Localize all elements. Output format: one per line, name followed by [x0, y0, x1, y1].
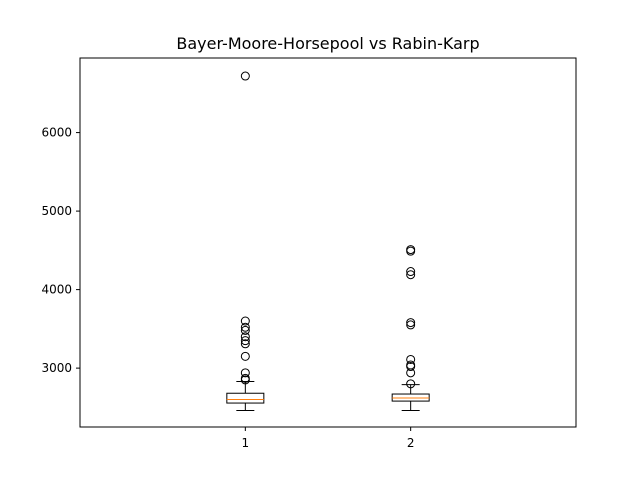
outlier-point: [240, 325, 250, 335]
outlier-point: [406, 360, 416, 370]
outlier-point: [406, 245, 416, 255]
iqr-box: [226, 392, 265, 404]
outlier-point: [240, 351, 250, 361]
outlier-point: [406, 354, 416, 364]
x-tick-label: 2: [407, 436, 415, 450]
outlier-point: [406, 379, 416, 389]
outlier-point: [240, 316, 250, 326]
outlier-point: [240, 336, 250, 346]
y-tick-label: 6000: [41, 126, 72, 140]
outlier-point: [406, 267, 416, 277]
outlier-point: [406, 318, 416, 328]
plot-area-frame: [79, 57, 577, 428]
outlier-point: [240, 71, 250, 81]
outlier-point: [240, 373, 250, 383]
outlier-point: [240, 322, 250, 332]
y-tick-label: 3000: [41, 361, 72, 375]
x-tick-label: 1: [242, 436, 250, 450]
outlier-point: [406, 320, 416, 330]
y-tick-label: 4000: [41, 283, 72, 297]
outlier-point: [240, 332, 250, 342]
chart-title: Bayer-Moore-Horsepool vs Rabin-Karp: [176, 34, 479, 53]
outlier-point: [240, 368, 250, 378]
outlier-point: [240, 339, 250, 349]
outlier-point: [406, 270, 416, 280]
y-tick-label: 5000: [41, 204, 72, 218]
